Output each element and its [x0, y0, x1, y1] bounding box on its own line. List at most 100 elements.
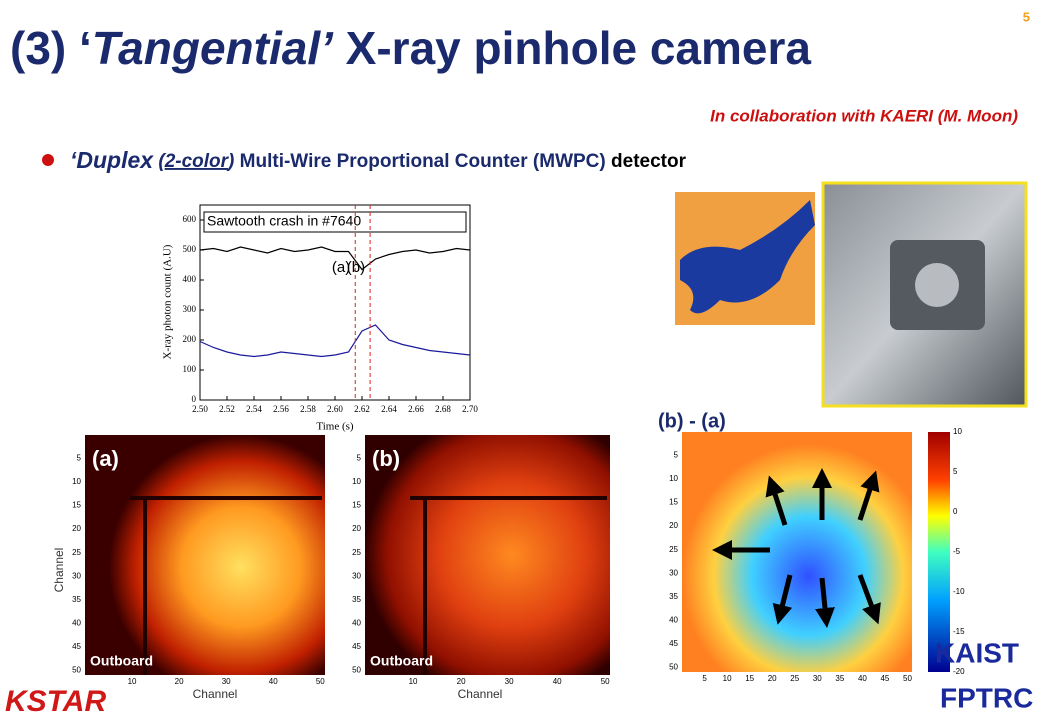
y-tick-label: 300: [183, 304, 197, 314]
heatmap-label: (a): [92, 446, 119, 471]
heatmap-x-tick: 30: [813, 674, 822, 683]
heatmap-diff: [682, 432, 912, 672]
heatmap-y-tick: 15: [669, 498, 678, 507]
heatmap-wires: [130, 496, 607, 675]
colorbar-tick: 0: [953, 507, 958, 516]
x-tick-label: 2.64: [381, 404, 397, 414]
collaboration: In collaboration with KAERI (M. Moon): [710, 106, 1018, 125]
colorbar-tick: -5: [953, 547, 961, 556]
diff-label: (b) - (a): [658, 410, 726, 432]
bullet-color: 2-color: [164, 151, 230, 172]
bullet-last: detector: [611, 151, 687, 172]
heatmap-a: [85, 435, 325, 675]
heatmap-y-tick: 30: [669, 568, 678, 577]
heatmap-x-tick: 30: [222, 677, 231, 686]
heatmap-x-tick: 45: [880, 674, 889, 683]
x-tick-label: 2.54: [246, 404, 262, 414]
y-tick-label: 400: [183, 274, 197, 284]
heatmap-x-tick: 40: [553, 677, 562, 686]
heatmap-x-tick: 50: [601, 677, 610, 686]
heatmap-y-tick: 25: [669, 545, 678, 554]
x-tick-label: 2.66: [408, 404, 424, 414]
x-axis-label: Time (s): [316, 421, 354, 433]
crash-label: (a): [332, 259, 350, 276]
heatmap-x-tick: 10: [723, 674, 732, 683]
x-tick-label: 2.68: [435, 404, 451, 414]
heatmap-x-tick: 30: [505, 677, 514, 686]
heatmap-y-tick: 20: [72, 524, 81, 533]
heatmap-x-tick: 25: [790, 674, 799, 683]
y-tick-label: 500: [183, 244, 197, 254]
heatmap-x-tick: 5: [702, 674, 707, 683]
x-tick-label: 2.60: [327, 404, 343, 414]
plot-frame: [199, 204, 471, 401]
heatmap-y-tick: 50: [669, 662, 678, 671]
heatmap-x-tick: 20: [457, 677, 466, 686]
bullet-open: (: [158, 151, 167, 172]
crash-label: (b): [347, 259, 365, 276]
y-tick-label: 200: [183, 334, 197, 344]
y-tick-label: 100: [183, 364, 197, 374]
heatmap-y-tick: 30: [352, 571, 361, 580]
bullet-close: ): [226, 151, 234, 172]
title-italic: Tangential’: [92, 22, 334, 74]
heatmap-y-tick: 35: [669, 592, 678, 601]
heatmap-y-tick: 45: [669, 639, 678, 648]
annotation-box: [203, 211, 467, 233]
colorbar-tick: -10: [953, 587, 965, 596]
colorbar-tick: 5: [953, 467, 958, 476]
x-tick-label: 2.56: [273, 404, 289, 414]
title-prefix: (3) ‘: [10, 22, 92, 74]
annotation: Sawtooth crash in #7640: [207, 213, 361, 229]
x-tick-label: 2.50: [192, 404, 208, 414]
x-tick-label: 2.62: [354, 404, 370, 414]
heatmap-y-tick: 45: [72, 642, 81, 651]
heatmap-y-tick: 10: [669, 474, 678, 483]
bullet: ‘Duplex (2-color) Multi-Wire Proportiona…: [70, 147, 687, 173]
heatmap-y-tick: 10: [352, 477, 361, 486]
logo-fptrc: FPTRC: [940, 682, 1033, 713]
x-tick-label: 2.70: [462, 404, 478, 414]
page-number: 5: [1023, 9, 1030, 24]
bullet-lead: ‘Duplex: [70, 147, 154, 173]
y-tick-label: 600: [183, 214, 197, 224]
heatmap-y-tick: 50: [72, 665, 81, 674]
heatmap-y-tick: 20: [669, 521, 678, 530]
line-chart: 0 100 200 300 400 500 600 2.50 2.52 2.54 2.56 2.58 2…: [183, 205, 478, 414]
heatmap-xlabel: Channel: [458, 687, 503, 701]
colorbar-tick: -15: [953, 627, 965, 636]
logo-kstar: KSTAR: [5, 685, 106, 718]
heatmap-x-tick: 35: [835, 674, 844, 683]
heatmap-x-tick: 15: [745, 674, 754, 683]
heatmap-y-tick: 40: [669, 615, 678, 624]
heatmap-y-tick: 5: [357, 454, 362, 463]
heatmap-label: (b): [372, 446, 400, 471]
heatmap-y-tick: 40: [72, 618, 81, 627]
heatmap-y-tick: 20: [352, 524, 361, 533]
heatmap-y-tick: 15: [352, 501, 361, 510]
trace: [199, 324, 471, 358]
heatmap-x-tick: 40: [269, 677, 278, 686]
photo-disk: [915, 263, 959, 307]
heatmap-y-tick: 25: [352, 548, 361, 557]
colorbar-tick: -20: [953, 667, 965, 676]
heatmap-x-tick: 50: [903, 674, 912, 683]
heatmap-x-tick: 20: [175, 677, 184, 686]
heatmap-y-tick: 35: [352, 595, 361, 604]
colorbar: [928, 432, 950, 672]
title-rest: X-ray pinhole camera: [333, 22, 811, 74]
heatmap-ylabel: Channel: [52, 548, 66, 593]
heatmap-b: [365, 435, 610, 675]
heatmap-x-tick: 50: [316, 677, 325, 686]
x-tick-label: 2.52: [219, 404, 235, 414]
heatmap-y-tick: 10: [72, 477, 81, 486]
heatmap-y-tick: 50: [352, 665, 361, 674]
heatmap-y-tick: 15: [72, 501, 81, 510]
y-axis-label: X-ray photon count (A.U): [162, 244, 174, 359]
y-tick-label: 0: [192, 394, 197, 404]
trace: [199, 246, 471, 271]
heatmap-x-tick: 40: [858, 674, 867, 683]
detector-shape: [680, 200, 815, 314]
